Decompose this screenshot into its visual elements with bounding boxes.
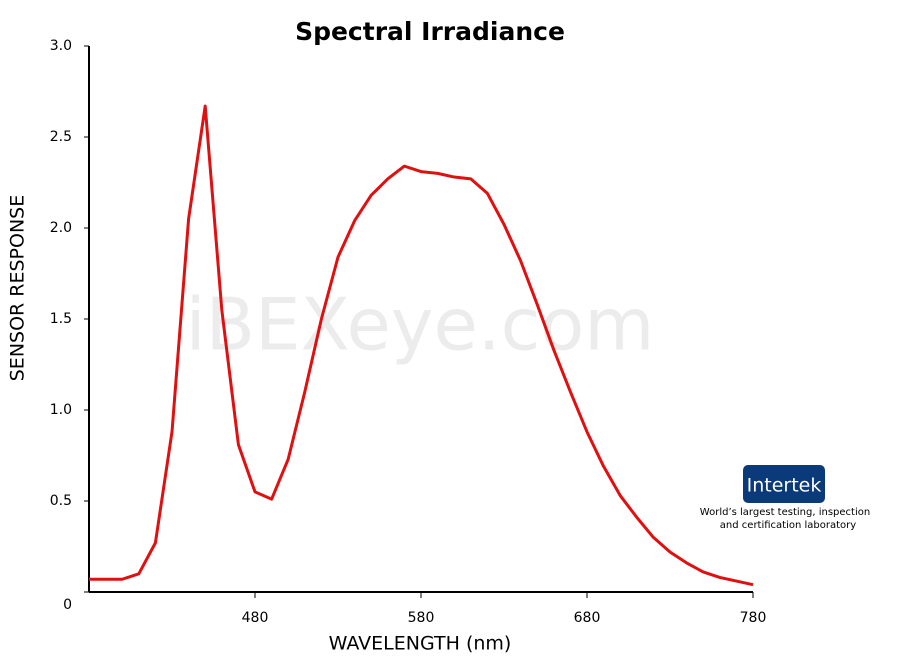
chart-title: Spectral Irradiance [295,17,565,46]
y-tick-label: 2.5 [50,129,72,145]
logo-tagline: World’s largest testing, inspection [700,507,870,518]
y-axis-label: SENSOR RESPONSE [7,195,29,382]
data-line [89,104,754,587]
y-tick-label: 0.5 [50,493,72,509]
y-tick-label: 0 [63,597,72,613]
x-axis-label: WAVELENGTH (nm) [329,633,512,655]
x-tick-label: 480 [242,610,269,626]
logo-tagline: and certification laboratory [720,520,856,531]
logo-box [743,465,825,503]
x-tick-label: 580 [408,610,435,626]
x-tick-label: 780 [740,610,767,626]
watermark: iBEXeye.com [186,283,655,367]
x-tick-label: 680 [574,610,601,626]
y-tick-label: 1.0 [50,402,72,418]
y-tick-label: 2.0 [50,220,72,236]
logo-name: Intertek [747,475,822,497]
y-tick-label: 3.0 [50,38,72,54]
y-tick-label: 1.5 [50,311,72,327]
